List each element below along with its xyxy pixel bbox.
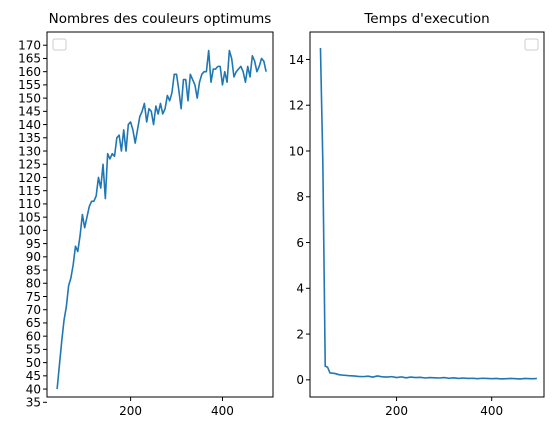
chart2-xtick-label-400: 400: [480, 404, 503, 418]
chart1-ytick-label-165: 165: [18, 52, 41, 66]
chart2-plot-frame: [310, 32, 544, 397]
chart2-ytick-label-6: 6: [296, 236, 304, 250]
chart1-ytick-label-55: 55: [26, 343, 41, 357]
chart2-ytick-label-12: 12: [289, 99, 304, 113]
chart2-ytick-label-2: 2: [296, 327, 304, 341]
chart2-series-line-1: [320, 48, 536, 379]
chart1-ytick-label-120: 120: [18, 171, 41, 185]
chart1-ytick-label-135: 135: [18, 131, 41, 145]
chart2-ytick-label-14: 14: [289, 53, 304, 67]
chart1-legend-box: [53, 39, 66, 50]
chart1-ytick-label-130: 130: [18, 144, 41, 158]
chart1-xtick-label-200: 200: [119, 404, 142, 418]
chart1-ytick-label-155: 155: [18, 78, 41, 92]
chart1-ytick-label-65: 65: [26, 316, 41, 330]
chart1-ytick-label-145: 145: [18, 105, 41, 119]
chart1-ytick-label-125: 125: [18, 158, 41, 172]
chart1-ytick-label-85: 85: [26, 263, 41, 277]
chart1-series-line-1: [57, 51, 266, 390]
chart2-ytick-label-8: 8: [296, 190, 304, 204]
chart1-ytick-label-105: 105: [18, 210, 41, 224]
chart1-ytick-label-70: 70: [26, 303, 41, 317]
chart1-ytick-label-60: 60: [26, 329, 41, 343]
chart2-ytick-label-4: 4: [296, 282, 304, 296]
chart1-title: Nombres des couleurs optimums: [49, 11, 272, 27]
chart1-ytick-label-115: 115: [18, 184, 41, 198]
chart1-ytick-label-100: 100: [18, 224, 41, 238]
chart1-ytick-label-140: 140: [18, 118, 41, 132]
chart1-ytick-label-95: 95: [26, 237, 41, 251]
chart1-ytick-label-150: 150: [18, 91, 41, 105]
chart1-ytick-label-90: 90: [26, 250, 41, 264]
chart1-ytick-label-50: 50: [26, 356, 41, 370]
chart1-ytick-label-160: 160: [18, 65, 41, 79]
chart1-ytick-label-110: 110: [18, 197, 41, 211]
chart2-ytick-label-10: 10: [289, 144, 304, 158]
chart2-xtick-label-200: 200: [385, 404, 408, 418]
chart2-legend-box: [525, 39, 538, 50]
chart1-ytick-label-35: 35: [26, 396, 41, 410]
chart1-plot-frame: [47, 32, 273, 397]
chart1-ytick-label-170: 170: [18, 39, 41, 53]
chart1-ytick-label-75: 75: [26, 290, 41, 304]
chart2-ytick-label-0: 0: [296, 373, 304, 387]
chart1-xtick-label-400: 400: [211, 404, 234, 418]
chart1-ytick-label-40: 40: [26, 382, 41, 396]
chart1-ytick-label-45: 45: [26, 369, 41, 383]
chart1-ytick-label-80: 80: [26, 277, 41, 291]
chart2-title: Temps d'execution: [363, 11, 489, 27]
